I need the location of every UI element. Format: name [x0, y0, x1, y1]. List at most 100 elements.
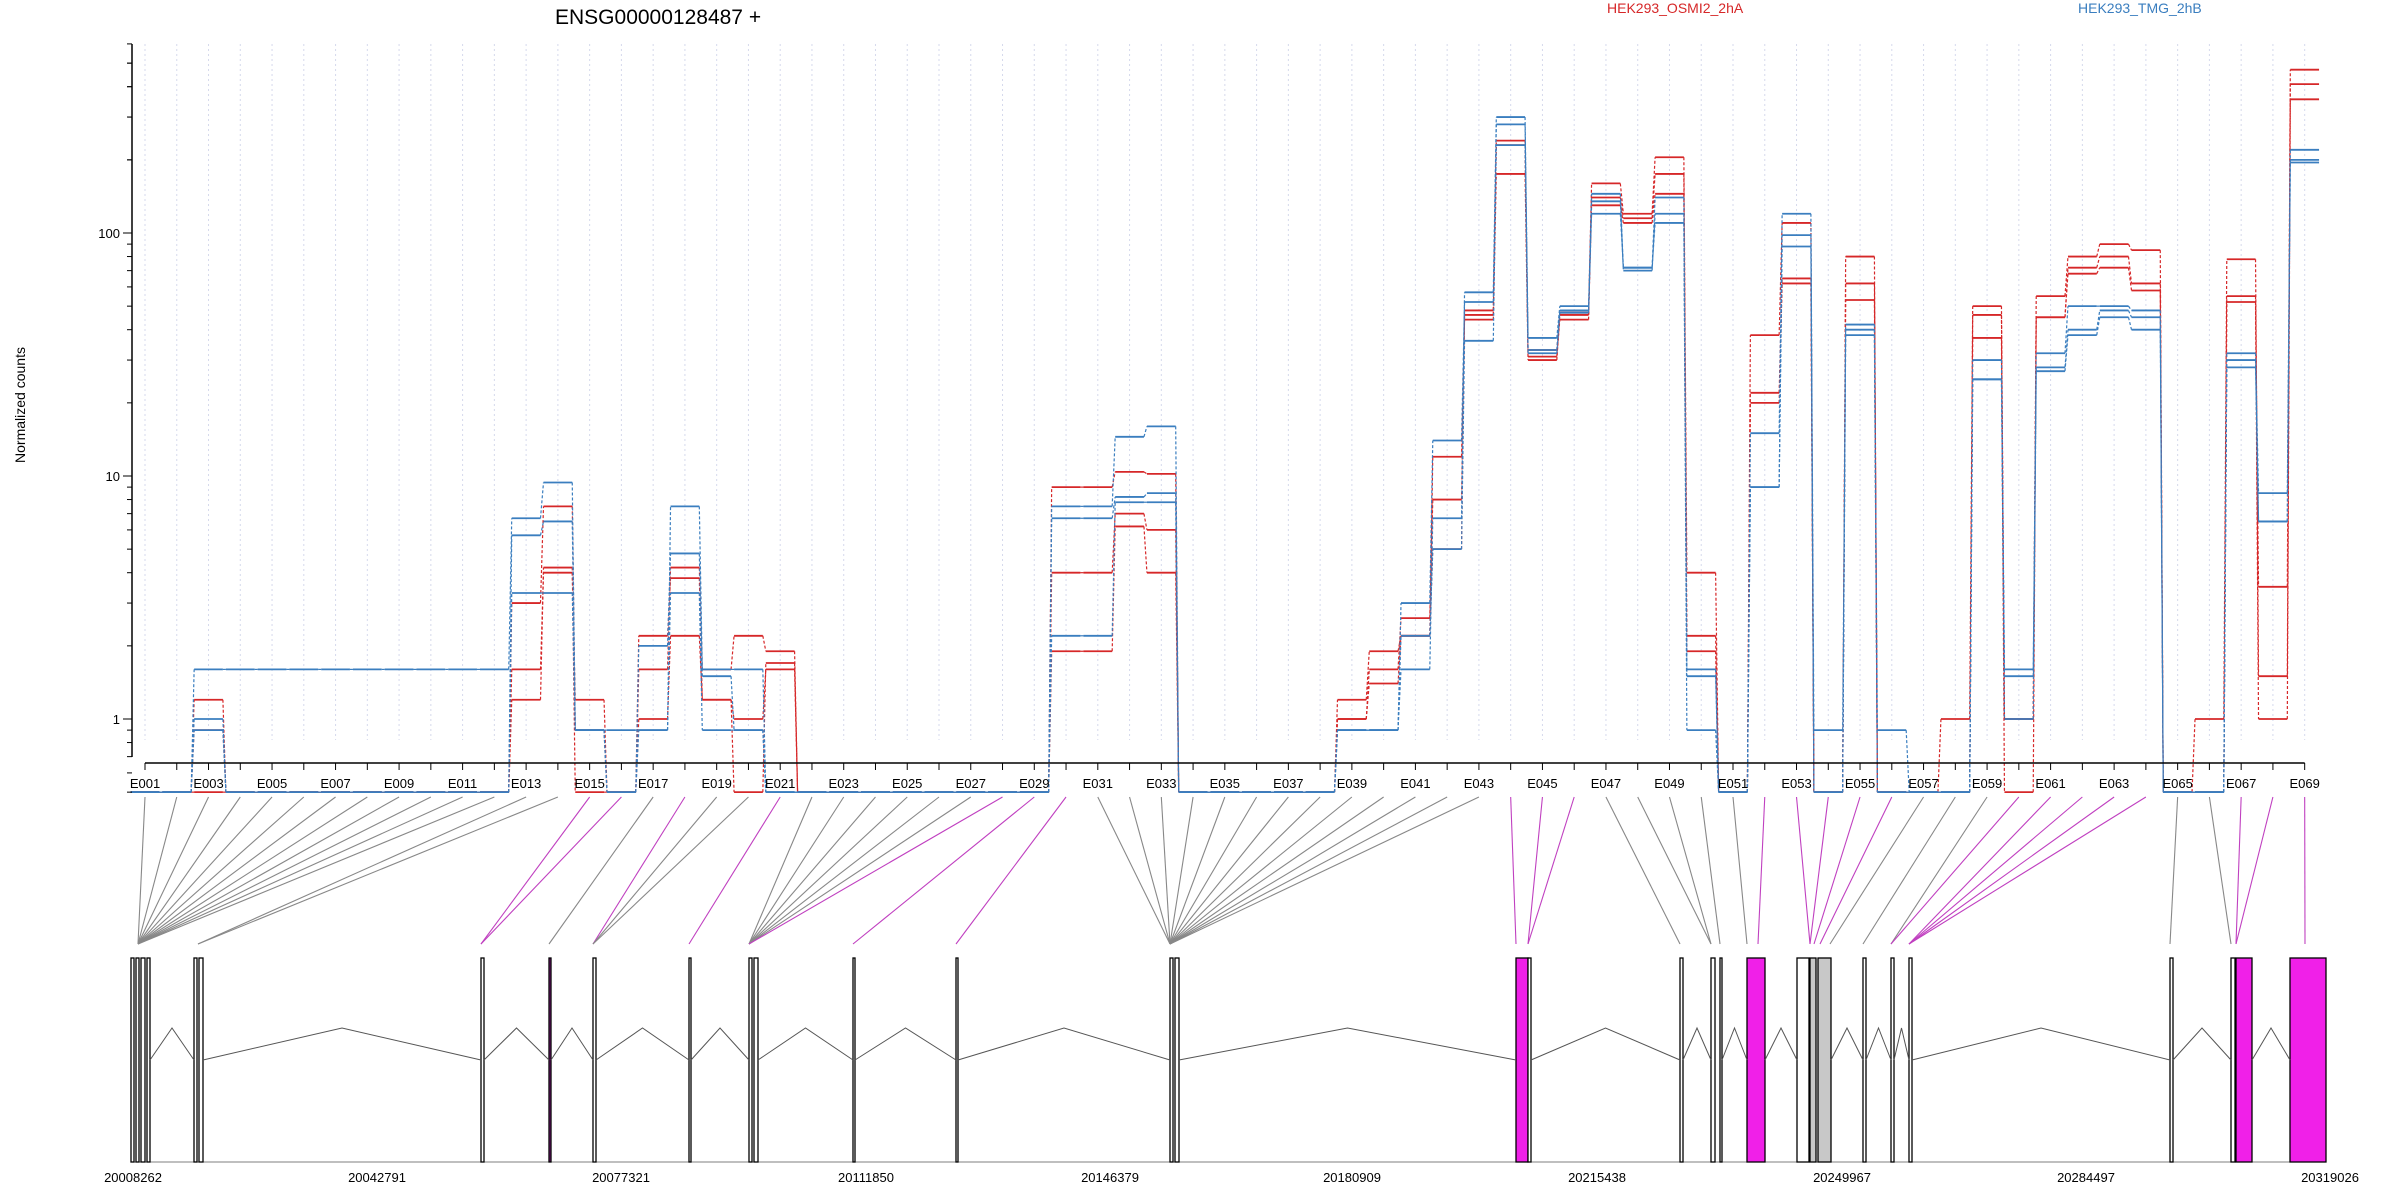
series-4-link-E019	[730, 676, 735, 731]
gene-exon-13	[852, 957, 856, 1163]
series-5-link-E048	[1651, 222, 1656, 268]
series-5-link-E038	[1333, 730, 1339, 793]
gene-intron-7	[757, 1027, 854, 1061]
gene-intron-13	[1721, 1026, 1748, 1061]
gene-exon-10	[688, 957, 692, 1163]
series-0-link-E039	[1365, 651, 1370, 700]
series-5-link-E052	[1778, 246, 1783, 488]
gene-intron-20	[2251, 1027, 2291, 1061]
gene-exon-17	[1515, 957, 1529, 1163]
series-0-link-E051	[1746, 335, 1751, 793]
exon-gridlines	[144, 44, 2306, 740]
mapping-line-E065	[2169, 796, 2179, 945]
gene-exon-27	[1890, 957, 1895, 1163]
series-0-link-E058	[1969, 306, 1974, 720]
series-3-link-E031	[1111, 436, 1116, 507]
x-tick-label-E011: E011	[448, 776, 477, 791]
x-tick-label-E069: E069	[2289, 776, 2319, 791]
mapping-line-E044	[1510, 796, 1517, 945]
gene-exon-2	[135, 957, 140, 1163]
series-4-link-E032	[1143, 492, 1148, 498]
mapping-line-E002	[137, 796, 178, 945]
mapping-line-E061	[1908, 796, 2051, 945]
gene-exon-24	[1809, 957, 1817, 1163]
x-tick-label-E009: E009	[384, 776, 414, 791]
mapping-line-E068	[2235, 796, 2274, 945]
series-5-link-E043	[1492, 145, 1497, 341]
y-tick-label-10: 10	[106, 469, 120, 484]
series-4-link-E062	[2096, 310, 2101, 330]
mapping-line-E052	[1757, 796, 1766, 945]
mapping-line-E060	[1890, 796, 2020, 945]
legend-osmi2: HEK293_OSMI2_2hA	[1607, 0, 1744, 16]
x-tick-label-E001: E001	[130, 776, 160, 791]
mapping-line-E040	[1169, 796, 1384, 945]
series-0-link-E047	[1619, 183, 1624, 214]
series-5	[130, 144, 2320, 794]
series-1-link-E062	[2096, 256, 2101, 268]
series-2-link-E067	[2254, 302, 2260, 720]
series-5-link-E066	[2223, 367, 2228, 793]
gene-intron-2	[202, 1027, 482, 1061]
gene-exon-26	[1862, 957, 1867, 1163]
gene-exon-32	[2289, 957, 2327, 1163]
series-3-link-E018	[698, 506, 703, 670]
mapping-line-E038	[1169, 796, 1321, 945]
series-4-link-E041	[1429, 440, 1434, 604]
gene-exon-7	[480, 957, 485, 1163]
gene-exon-20	[1710, 957, 1716, 1163]
y-tick-label-100: 100	[98, 226, 120, 241]
gene-exon-29	[2169, 957, 2174, 1163]
mapping-line-E051	[1732, 796, 1748, 945]
gene-intron-4	[550, 1027, 594, 1061]
series-0-link-E065	[2191, 718, 2196, 793]
series-5-link-E016	[635, 730, 640, 793]
series-2-link-E061	[2064, 273, 2069, 318]
series-5-link-E054	[1842, 335, 1847, 793]
mapping-line-E042	[1169, 796, 1448, 945]
series-4-link-E063	[2127, 310, 2133, 318]
gene-exon-28	[1908, 957, 1913, 1163]
mapping-line-E035	[1169, 796, 1226, 945]
x-tick-label-E013: E013	[511, 776, 541, 791]
gene-intron-11	[1530, 1027, 1681, 1061]
series-5-link-E058	[1969, 379, 1974, 793]
genomic-coord-20215438: 20215438	[1568, 1170, 1626, 1185]
x-tick-label-E065: E065	[2162, 776, 2192, 791]
x-tick-label-E023: E023	[829, 776, 859, 791]
genomic-coord-20319026: 20319026	[2301, 1170, 2359, 1185]
mapping-line-E050	[1700, 796, 1721, 945]
mapping-line-E041	[1169, 796, 1416, 945]
series-4-link-E067	[2254, 360, 2260, 522]
series-lines	[130, 68, 2320, 794]
x-tick-label-E051: E051	[1718, 776, 1748, 791]
series-2-link-E062	[2096, 267, 2101, 274]
gene-exon-18	[1527, 957, 1532, 1163]
mapping-line-E015	[480, 796, 591, 945]
series-5-link-E040	[1397, 635, 1402, 731]
x-tick-label-E059: E059	[1972, 776, 2002, 791]
mapping-line-E006	[137, 796, 305, 945]
x-tick-label-E057: E057	[1908, 776, 1938, 791]
series-3-link-E013	[539, 482, 545, 519]
x-tick-label-E019: E019	[701, 776, 731, 791]
x-tick-label-E033: E033	[1146, 776, 1176, 791]
x-tick-label-E043: E043	[1464, 776, 1494, 791]
series-5-link-E033	[1175, 502, 1180, 793]
mapping-line-E007	[137, 796, 336, 945]
series-1-link-E047	[1619, 197, 1624, 219]
gene-exon-30	[2230, 957, 2236, 1163]
x-tick-label-E067: E067	[2226, 776, 2256, 791]
gene-exon-16	[1174, 957, 1180, 1163]
series-1-link-E019	[730, 699, 735, 793]
gene-intron-12	[1682, 1026, 1712, 1061]
gene-intron-17	[1893, 1027, 1910, 1061]
gene-exon-5	[193, 957, 198, 1163]
genomic-coord-20077321: 20077321	[592, 1170, 650, 1185]
x-tick-label-E005: E005	[257, 776, 287, 791]
mapping-line-E058	[1862, 796, 1956, 945]
exon-mapping-lines	[137, 796, 2306, 945]
mapping-line-E022	[748, 796, 813, 945]
mapping-line-E057	[1829, 796, 1925, 945]
series-1-link-E039	[1365, 669, 1370, 720]
